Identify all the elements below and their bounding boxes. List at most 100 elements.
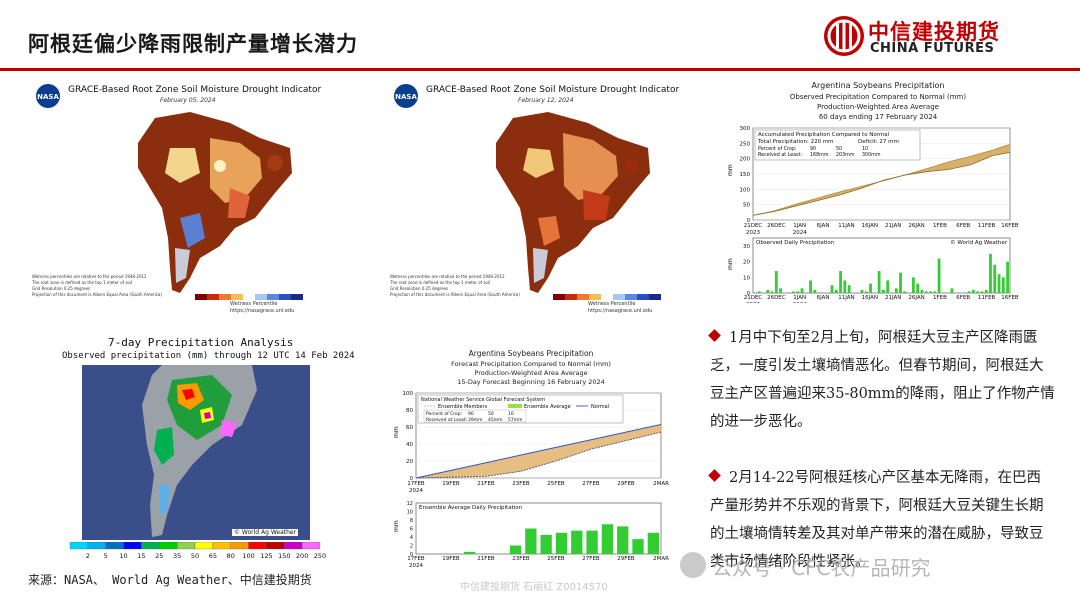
legend-swatch <box>159 542 178 550</box>
x-tick-label: 26DEC <box>767 295 786 301</box>
forecast-daily-bar <box>571 530 583 554</box>
bar-chart-credit: © World Ag Weather <box>950 239 1008 246</box>
x-tick-label: 11JAN <box>838 295 854 301</box>
y-tick-label: 10 <box>743 275 750 281</box>
legend-swatch <box>301 542 321 550</box>
info-box-title: Accumulated Precipitation Compared to No… <box>758 132 890 138</box>
daily-precip-bar <box>813 289 817 293</box>
daily-precip-bar <box>847 285 851 293</box>
table-cell: 45mm <box>488 417 503 423</box>
x-tick-label: 2023 <box>746 302 760 303</box>
precip-7day-legend: 2 5 10 15 25 35 50 65 80 100 125 150 200 250 <box>69 542 326 560</box>
x-tick-label: 27FEB <box>582 556 600 562</box>
table-header-cell: 90 <box>810 146 816 152</box>
daily-precip-bar <box>920 289 924 293</box>
grace-map-2-date: February 12, 2024 <box>518 97 574 104</box>
forecast-precip-chart: Argentina Soybeans Precipitation Forecast… <box>393 349 669 569</box>
legend-label: Ensemble Members <box>438 404 488 410</box>
y-tick-label: 0 <box>747 218 751 224</box>
forecast-daily-bar <box>632 539 644 554</box>
daily-precip-bar <box>766 289 770 293</box>
daily-precip-bar <box>843 280 847 293</box>
y-tick-label: 12 <box>407 501 413 507</box>
observed-precip-chart: Argentina Soybeans Precipitation Observed… <box>727 81 1018 303</box>
x-tick-label: 29FEB <box>617 481 635 487</box>
daily-precip-bar <box>886 280 890 293</box>
x-tick-label: 25FEB <box>547 481 565 487</box>
daily-precip-bar <box>929 291 932 293</box>
precip-7day-credit: © World Ag Weather <box>232 529 299 536</box>
daily-precip-bar <box>877 271 881 293</box>
y-tick-label: 6 <box>410 527 413 533</box>
daily-precip-bar <box>899 272 902 293</box>
x-tick-label: 17FEB <box>407 556 425 562</box>
table-header-cell: 90 <box>468 411 474 417</box>
daily-precip-bar <box>989 253 992 293</box>
bullet-diamond-icon <box>708 469 721 482</box>
normal-line <box>752 143 1011 216</box>
legend-label: Normal <box>591 404 609 410</box>
daily-precip-bar <box>967 291 971 293</box>
y-tick-label: 100 <box>403 391 414 397</box>
deficit-area <box>992 144 1010 156</box>
chart-subtitle: 15-Day Forecast Beginning 16 February 20… <box>457 378 605 386</box>
chart-subtitle: Production-Weighted Area Average <box>817 103 939 111</box>
forecast-daily-bar <box>540 534 552 554</box>
daily-precip-bar <box>971 289 975 293</box>
x-tick-label: 2023 <box>746 230 760 236</box>
table-cell: Received at Least: <box>758 152 803 158</box>
x-tick-label: 1JAN <box>793 223 806 229</box>
legend-tick-label: 125 <box>260 552 272 560</box>
forecast-daily-bar <box>509 545 522 554</box>
grace-map-2-note3: Grid Resolution 0.25 degrees <box>390 286 449 291</box>
daily-precip-bar <box>834 289 838 293</box>
x-tick-label: 2024 <box>409 488 423 494</box>
legend-tick-label: 5 <box>104 552 108 560</box>
table-box <box>423 409 527 423</box>
legend-swatch <box>194 542 214 550</box>
x-tick-label: 21DEC <box>744 223 763 229</box>
ensemble-average-line <box>415 431 662 479</box>
grace-map-1: NASA GRACE-Based Root Zone Soil Moisture… <box>30 78 328 318</box>
grace-map-1-legend-label: Wetness Percentile <box>230 301 278 307</box>
legend-tick-label: 150 <box>278 552 290 560</box>
legend-tick-label: 250 <box>314 552 326 560</box>
deficit-area <box>927 161 950 172</box>
grace-map-2-legend-label: Wetness Percentile <box>588 301 636 307</box>
bullet-1: 1月中下旬至2月上旬，阿根廷大豆主产区降雨匮乏，一度引发土壤墒情恶化。但春节期间… <box>708 324 1055 436</box>
y-axis-label: mm <box>393 426 400 438</box>
daily-precip-bar <box>757 291 761 293</box>
legend-swatch <box>105 542 124 550</box>
y-tick-label: 40 <box>406 442 413 448</box>
x-tick-label: 1JAN <box>793 295 806 301</box>
x-tick-label: 1FEB <box>933 223 947 229</box>
table-header-cell: 10 <box>862 146 868 152</box>
legend-swatch <box>266 542 285 550</box>
daily-precip-bar <box>864 291 868 293</box>
x-tick-label: 21FEB <box>477 481 495 487</box>
y-tick-label: 8 <box>410 518 413 524</box>
bar-chart-title: Ensemble Average Daily Precipitation <box>419 505 523 511</box>
forecast-daily-bar <box>617 526 629 554</box>
legend-swatch <box>230 542 249 550</box>
y-tick-label: 80 <box>406 408 413 414</box>
daily-precip-bar <box>800 288 804 293</box>
x-tick-label: 1FEB <box>933 295 947 301</box>
x-tick-label: 6FEB <box>956 295 970 301</box>
svg-text:NASA: NASA <box>37 93 59 101</box>
forecast-daily-bar <box>647 532 659 554</box>
daily-precip-bar <box>950 288 954 293</box>
table-cell: 168mm <box>810 152 829 158</box>
x-tick-label: 25FEB <box>547 556 565 562</box>
y-tick-label: 250 <box>740 141 751 147</box>
deficit-area <box>840 186 862 195</box>
table-cell: 203mm <box>836 152 855 158</box>
deficit-area <box>796 197 819 206</box>
legend-tick-label: 15 <box>137 552 145 560</box>
y-tick-label: 300 <box>740 126 751 132</box>
bullet-2: 2月14-22号阿根廷核心产区基本无降雨，在巴西产量形势并不乐观的背景下，阿根廷… <box>708 464 1055 576</box>
page-title: 阿根廷偏少降雨限制产量增长潜力 <box>28 31 358 56</box>
daily-precip-bar <box>937 258 941 293</box>
legend-tick-label: 50 <box>191 552 199 560</box>
daily-precip-bar <box>1001 277 1005 293</box>
